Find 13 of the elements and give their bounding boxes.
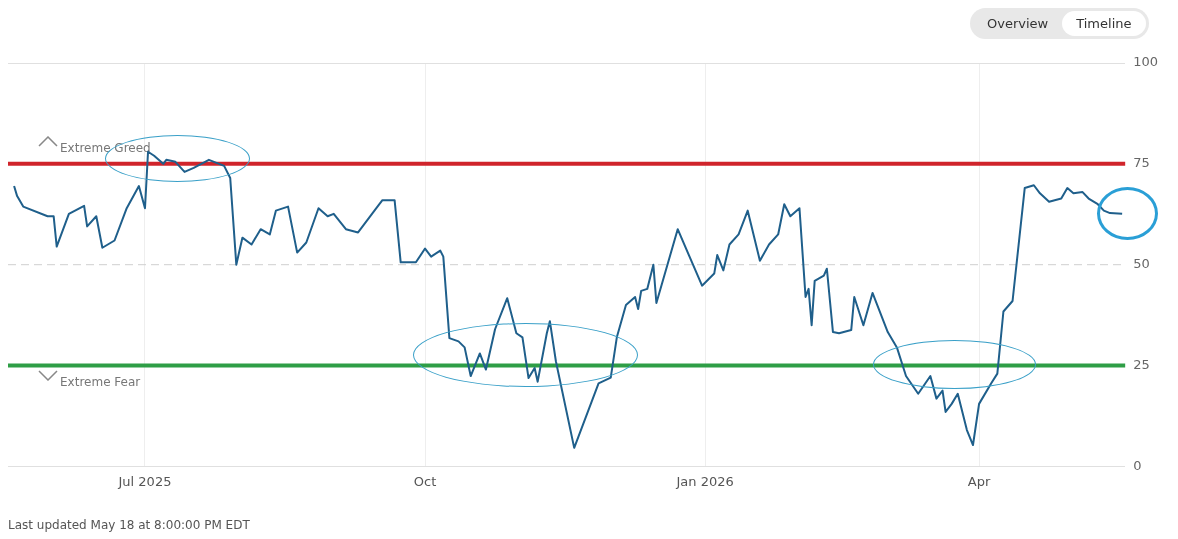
ref-line-label: Extreme Fear [60,374,141,389]
x-tick-label: Jul 2025 [117,473,172,489]
y-tick-label: 100 [1133,54,1159,70]
text: Last updated May 18 at 8:00:00 PM EDT [8,518,250,532]
view-toggle: Overview Timeline [970,8,1149,39]
x-tick-label: Oct [413,473,437,489]
y-tick-label: 75 [1133,155,1150,171]
y-tick-label: 0 [1133,457,1142,473]
y-tick-label: 50 [1133,256,1150,272]
ref-line-label: Extreme Greed [60,140,151,155]
x-tick-label: Jan 2026 [675,473,734,489]
x-tick-label: Apr [967,473,991,489]
y-tick-label: 25 [1133,356,1150,372]
